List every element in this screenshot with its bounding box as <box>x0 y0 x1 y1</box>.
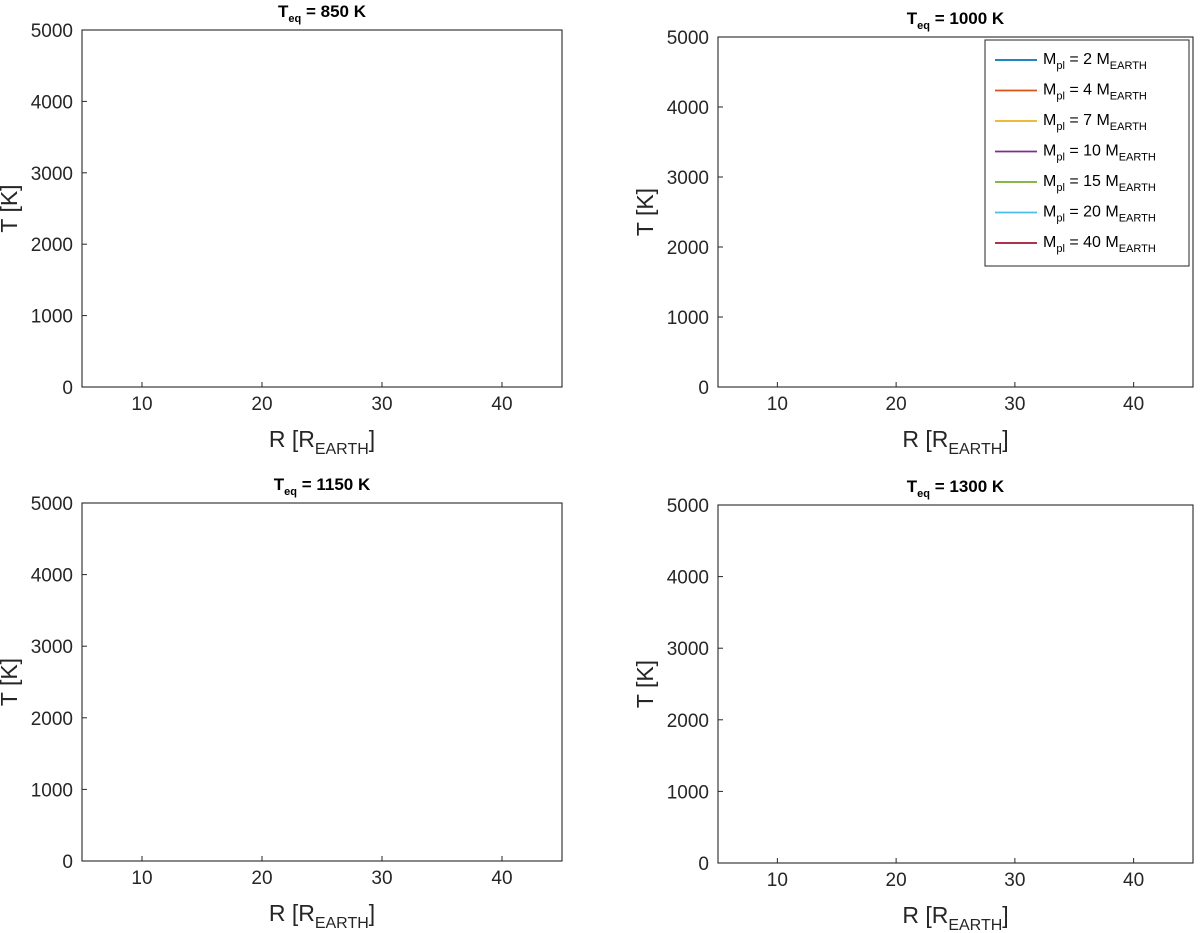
x-axis-label: R [REARTH] <box>269 426 375 458</box>
legend-entry: Mpl = 15 MEARTH <box>1043 173 1156 194</box>
y-tick-label: 4000 <box>667 98 709 119</box>
y-tick-label: 3000 <box>667 639 709 660</box>
legend: Mpl = 2 MEARTH Mpl = 4 MEARTH Mpl = 7 MEAR… <box>984 39 1190 267</box>
y-tick-label: 2000 <box>31 235 73 256</box>
y-tick-label: 0 <box>62 378 73 399</box>
y-tick-label: 0 <box>698 854 709 875</box>
x-tick-label: 10 <box>767 394 788 415</box>
x-axis-label: R [REARTH] <box>902 426 1008 458</box>
legend-entry: Mpl = 40 MEARTH <box>1043 234 1156 255</box>
y-tick-label: 5000 <box>667 496 709 517</box>
axes-box <box>717 504 1194 864</box>
chart-title: Teq = 1000 K <box>907 9 1005 32</box>
y-axis-label: T [K] <box>632 188 658 236</box>
x-axis-label: R [REARTH] <box>269 900 375 932</box>
y-tick-label: 0 <box>62 852 73 873</box>
y-tick-label: 3000 <box>31 164 73 185</box>
y-tick-label: 4000 <box>667 568 709 589</box>
x-tick-label: 20 <box>251 868 272 889</box>
y-tick-label: 1000 <box>667 308 709 329</box>
y-tick-label: 4000 <box>31 566 73 587</box>
x-tick-label: 30 <box>1004 870 1025 891</box>
x-tick-label: 40 <box>491 394 512 415</box>
y-tick-label: 2000 <box>667 711 709 732</box>
panel-4: 10 20 30 40 0 1000 2000 3000 4000 5000 Teq = 1300 … <box>632 477 1194 933</box>
x-tick-label: 20 <box>886 870 907 891</box>
y-axis-label: T [K] <box>0 658 22 706</box>
x-tick-label: 20 <box>886 394 907 415</box>
x-tick-label: 10 <box>131 394 152 415</box>
y-tick-label: 5000 <box>31 21 73 42</box>
y-tick-label: 3000 <box>667 168 709 189</box>
y-tick-label: 2000 <box>31 709 73 730</box>
y-axis-label: T [K] <box>0 184 22 232</box>
x-tick-label: 30 <box>371 394 392 415</box>
x-tick-label: 10 <box>131 868 152 889</box>
x-tick-label: 20 <box>251 394 272 415</box>
x-tick-label: 30 <box>371 868 392 889</box>
panel-2: 10 20 30 40 0 1000 2000 3000 4000 5000 Teq = 1000 … <box>632 9 1194 458</box>
y-tick-label: 3000 <box>31 637 73 658</box>
legend-entry: Mpl = 2 MEARTH <box>1043 51 1147 72</box>
legend-entry: Mpl = 20 MEARTH <box>1043 204 1156 225</box>
panel-3: 10 20 30 40 0 1000 2000 3000 4000 5000 Teq = 1150 … <box>0 475 563 932</box>
axes-box <box>81 29 563 388</box>
x-tick-label: 40 <box>1123 870 1144 891</box>
x-tick-label: 30 <box>1004 394 1025 415</box>
y-tick-label: 2000 <box>667 238 709 259</box>
panel-1: 10 20 30 40 0 1000 2000 3000 4000 5000 Teq = 850 K… <box>0 2 563 458</box>
legend-entry: Mpl = 7 MEARTH <box>1043 112 1147 133</box>
y-axis-label: T [K] <box>632 660 658 708</box>
x-axis-label: R [REARTH] <box>902 902 1008 933</box>
y-tick-label: 5000 <box>31 494 73 515</box>
y-tick-label: 1000 <box>31 307 73 328</box>
chart-title: Teq = 850 K <box>278 2 367 25</box>
axes-box <box>81 502 563 862</box>
legend-box <box>984 39 1190 267</box>
x-tick-label: 40 <box>1123 394 1144 415</box>
y-tick-label: 1000 <box>667 782 709 803</box>
legend-entry: Mpl = 10 MEARTH <box>1043 143 1156 164</box>
x-tick-label: 40 <box>491 868 512 889</box>
chart-title: Teq = 1150 K <box>274 475 371 498</box>
legend-entry: Mpl = 4 MEARTH <box>1043 82 1147 103</box>
chart-title: Teq = 1300 K <box>907 477 1005 500</box>
y-tick-label: 5000 <box>667 28 709 49</box>
x-tick-label: 10 <box>767 870 788 891</box>
y-tick-label: 0 <box>698 378 709 399</box>
y-tick-label: 4000 <box>31 92 73 113</box>
y-tick-label: 1000 <box>31 780 73 801</box>
